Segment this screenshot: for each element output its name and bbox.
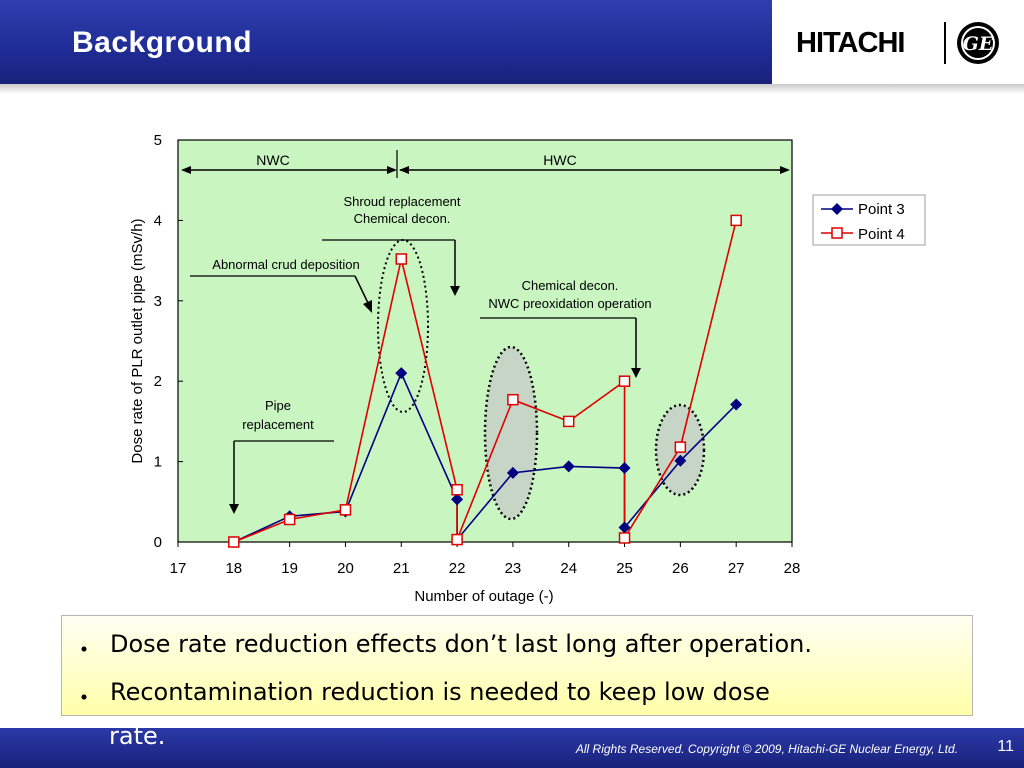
hwc-label: HWC bbox=[543, 152, 576, 168]
header-shadow bbox=[0, 84, 1024, 94]
shroud-decon-label: Chemical decon. bbox=[354, 211, 451, 226]
point3-marker bbox=[451, 493, 464, 506]
y-axis-label: Dose rate of PLR outlet pipe (mSv/h) bbox=[129, 218, 146, 463]
point4-marker bbox=[228, 536, 240, 548]
point4-marker bbox=[618, 532, 631, 544]
point4-marker bbox=[283, 513, 296, 526]
point4-marker bbox=[730, 214, 742, 227]
point4-marker bbox=[395, 253, 408, 265]
point3-marker bbox=[674, 454, 687, 467]
bullet-2-text: Recontamination reduction is needed to k… bbox=[110, 678, 770, 706]
point4-marker bbox=[339, 504, 352, 516]
point3-marker bbox=[730, 398, 743, 411]
point4-marker bbox=[618, 375, 631, 387]
slide-title: Background bbox=[72, 26, 253, 59]
x-tick-label: 19 bbox=[281, 560, 298, 577]
series-line-point4 bbox=[233, 220, 737, 543]
replacement-label: replacement bbox=[242, 417, 314, 432]
logo-separator bbox=[944, 22, 946, 64]
point3-marker bbox=[618, 462, 631, 475]
legend-point4-marker bbox=[831, 227, 843, 239]
point3-marker bbox=[395, 367, 408, 380]
x-tick-label: 22 bbox=[449, 560, 466, 577]
abnormal-arrow-head bbox=[363, 300, 372, 313]
point4-marker bbox=[674, 441, 687, 453]
slide-footer: All Rights Reserved. Copyright © 2009, H… bbox=[0, 728, 1024, 768]
y-tick-label: 3 bbox=[154, 293, 162, 310]
x-tick-label: 25 bbox=[616, 560, 633, 577]
abnormal-crud-label: Abnormal crud deposition bbox=[212, 257, 359, 272]
x-tick-label: 23 bbox=[505, 560, 522, 577]
point3-marker bbox=[618, 521, 631, 534]
x-axis-label: Number of outage (-) bbox=[414, 588, 553, 605]
y-tick-label: 0 bbox=[154, 534, 162, 551]
legend-point3-label: Point 3 bbox=[858, 201, 905, 218]
y-tick-label: 2 bbox=[154, 373, 162, 390]
legend-point3-marker bbox=[831, 203, 843, 215]
plot-area bbox=[177, 139, 793, 543]
x-tick-label: 27 bbox=[728, 560, 745, 577]
pipe-arrow-head bbox=[229, 504, 239, 514]
pipe-label: Pipe bbox=[265, 398, 291, 413]
chem-decon-label: Chemical decon. bbox=[522, 278, 619, 293]
y-axis-ticks: 0 1 2 3 4 5 bbox=[154, 132, 183, 551]
nwc-label: NWC bbox=[256, 152, 289, 168]
x-tick-label: 20 bbox=[337, 560, 354, 577]
x-tick-label: 21 bbox=[393, 560, 410, 577]
shroud-arrow-head bbox=[450, 286, 460, 296]
summary-box: ・ Dose rate reduction effects don’t last… bbox=[61, 615, 973, 716]
ge-logo-icon: GE bbox=[957, 22, 999, 64]
highlight-ellipse-23 bbox=[483, 345, 539, 521]
nwc-arrow-left bbox=[181, 166, 191, 174]
x-tick-label: 18 bbox=[225, 560, 242, 577]
point4-marker bbox=[451, 483, 463, 496]
y-tick-label: 5 bbox=[154, 132, 162, 149]
x-tick-label: 28 bbox=[784, 560, 801, 577]
hitachi-logo: HITACHI bbox=[796, 27, 905, 59]
bullet-1-text: Dose rate reduction effects don’t last l… bbox=[110, 630, 812, 658]
hwc-arrow-left bbox=[399, 166, 409, 174]
data-series bbox=[227, 214, 743, 548]
point4-marker bbox=[451, 533, 463, 546]
x-tick-label: 24 bbox=[560, 560, 577, 577]
abnormal-arrow-shaft bbox=[354, 275, 369, 304]
point4-marker bbox=[507, 393, 519, 406]
x-axis-ticks: 17 18 19 20 21 22 23 24 25 26 27 28 bbox=[170, 542, 801, 577]
x-tick-label: 17 bbox=[170, 560, 187, 577]
bullet-marker: ・ bbox=[72, 684, 96, 712]
y-tick-label: 4 bbox=[154, 212, 162, 229]
legend-point4-label: Point 4 bbox=[858, 226, 905, 243]
ge-logo-text: GE bbox=[963, 33, 994, 55]
bullet-marker: ・ bbox=[72, 636, 96, 664]
y-tick-label: 1 bbox=[154, 454, 162, 471]
copyright-text: All Rights Reserved. Copyright © 2009, H… bbox=[575, 742, 958, 756]
x-tick-label: 26 bbox=[672, 560, 689, 577]
point3-marker bbox=[506, 466, 519, 479]
page-number: 11 bbox=[997, 738, 1014, 755]
point3-marker bbox=[562, 460, 575, 473]
slide-header: Background bbox=[0, 0, 772, 84]
hwc-arrow-right bbox=[780, 166, 790, 174]
legend: Point 3 Point 4 bbox=[812, 194, 926, 246]
bullet-2-continuation: rate. bbox=[109, 722, 166, 750]
shroud-replacement-label: Shroud replacement bbox=[343, 194, 460, 209]
chem-arrow-head bbox=[631, 368, 641, 378]
point4-marker bbox=[562, 415, 575, 428]
nwc-preox-label: NWC preoxidation operation bbox=[488, 296, 651, 311]
nwc-arrow-right bbox=[387, 166, 397, 174]
